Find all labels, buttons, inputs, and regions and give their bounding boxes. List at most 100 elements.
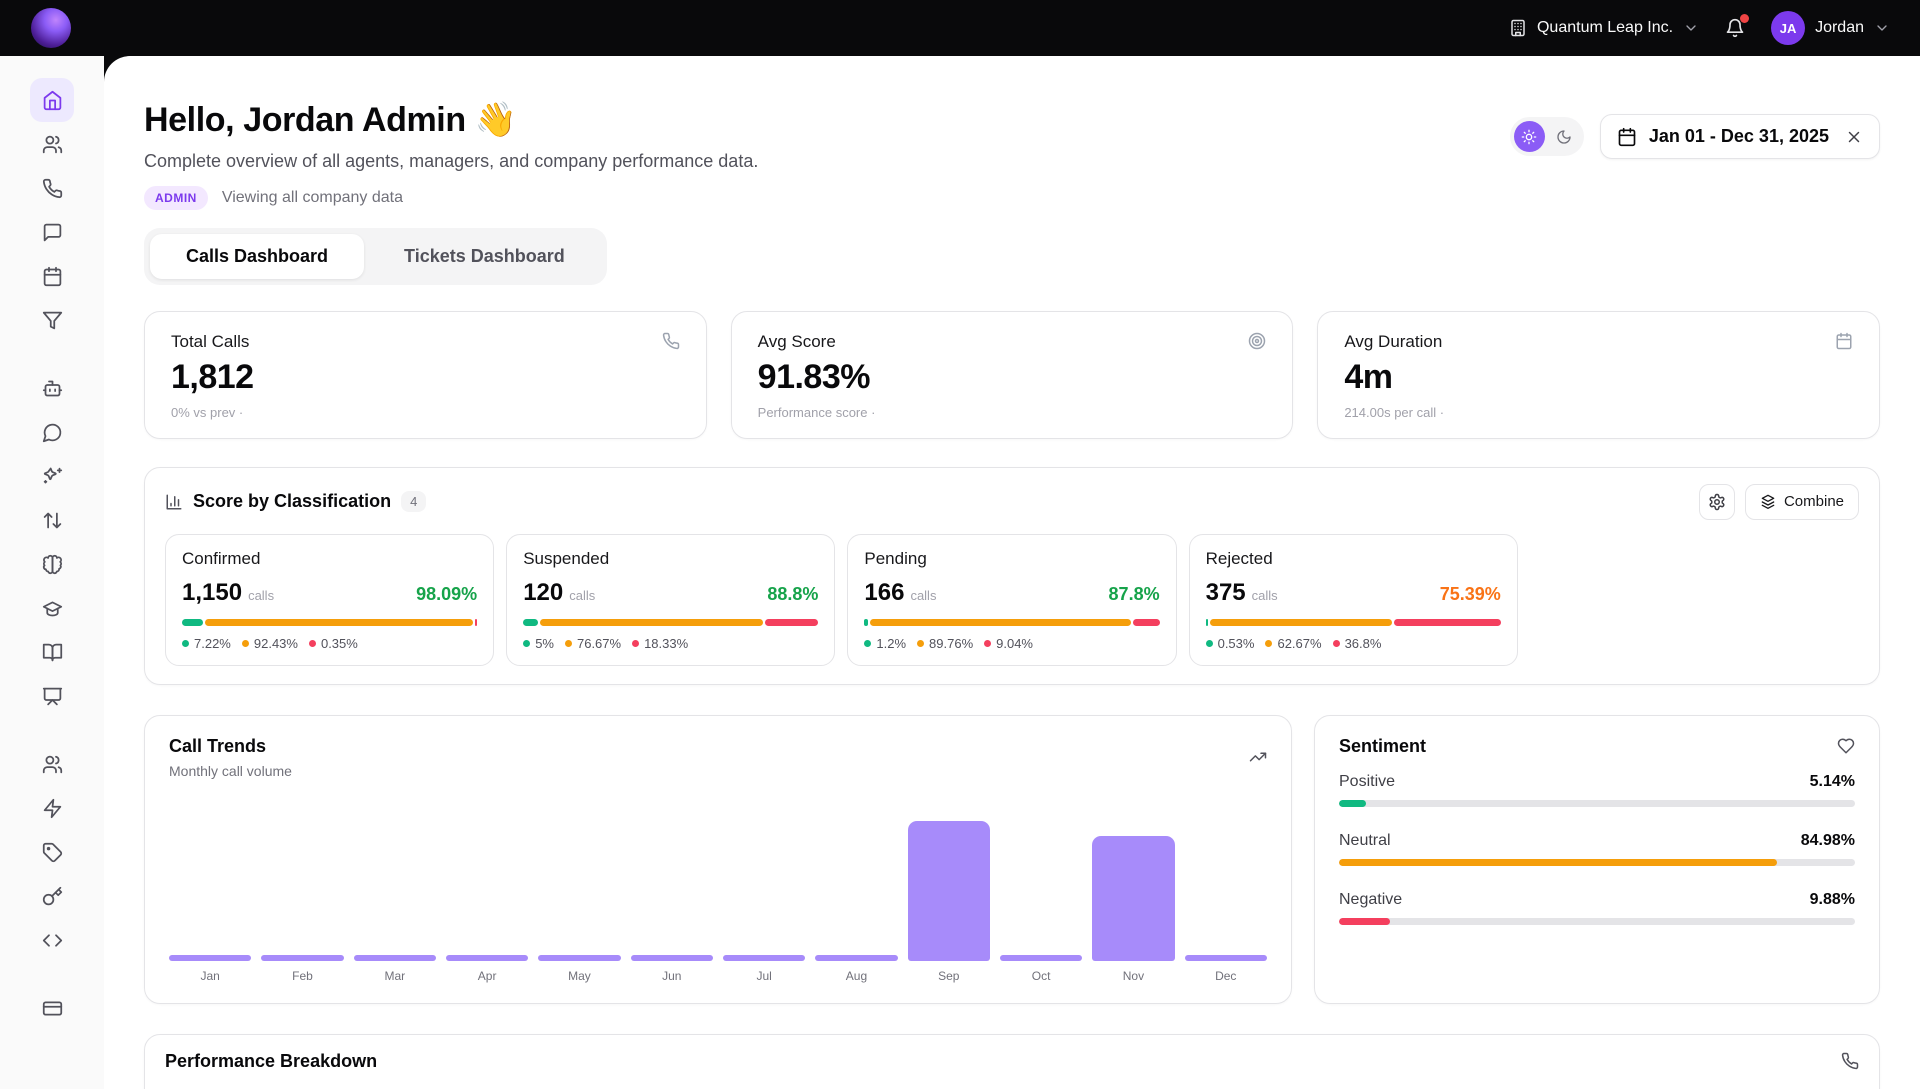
classification-card-rejected[interactable]: Rejected 375 calls 75.39% 0.53% 62.67% 36.8% (1188, 533, 1518, 666)
scope-note: Viewing all company data (221, 188, 403, 206)
classification-score: 75.39% (1439, 583, 1501, 604)
legend-dot (182, 639, 189, 647)
sidebar-item-home[interactable] (30, 78, 74, 122)
classification-card-pending[interactable]: Pending 166 calls 87.8% 1.2% 89.76% 9.04% (847, 533, 1177, 666)
user-menu[interactable]: JA Jordan (1771, 11, 1890, 45)
sidebar-item-automations[interactable] (30, 786, 74, 830)
trend-bar[interactable] (815, 954, 898, 961)
sidebar-item-training[interactable] (30, 586, 74, 630)
sidebar-item-schedule[interactable] (30, 254, 74, 298)
sidebar-item-reports[interactable] (30, 674, 74, 718)
legend-value: 18.33% (644, 635, 689, 651)
calendar-icon (1617, 127, 1637, 147)
dark-mode-button[interactable] (1549, 121, 1580, 152)
home-icon (42, 90, 63, 111)
sidebar-item-api-keys[interactable] (30, 874, 74, 918)
stat-label: Avg Score (757, 331, 836, 351)
wave-emoji: 👋 (474, 101, 517, 139)
month-label: May (568, 968, 591, 983)
phone-icon (42, 178, 63, 199)
gear-icon (1708, 493, 1726, 511)
app-logo[interactable] (31, 8, 71, 48)
trend-column-oct: Oct (999, 795, 1083, 983)
sidebar-item-filters[interactable] (30, 298, 74, 342)
calls-unit: calls (248, 587, 275, 603)
trend-bar[interactable] (630, 954, 713, 961)
sentiment-value: 84.98% (1800, 831, 1855, 849)
sidebar-item-intelligence[interactable] (30, 542, 74, 586)
classification-count-badge: 4 (401, 491, 427, 513)
trend-column-jan: Jan (169, 795, 252, 983)
trend-bar[interactable] (445, 954, 529, 961)
sentiment-value: 9.88% (1809, 890, 1855, 908)
classification-card-confirmed[interactable]: Confirmed 1,150 calls 98.09% 7.22% 92.43% 0.35… (165, 533, 495, 666)
trend-bar[interactable] (1184, 954, 1267, 961)
trend-bar[interactable] (261, 954, 344, 961)
sidebar-item-chats[interactable] (30, 210, 74, 254)
trend-bar[interactable] (1092, 835, 1175, 961)
filter-icon (42, 310, 63, 331)
avatar: JA (1771, 11, 1806, 45)
score-by-classification-section: Score by Classification 4 Combine Confir… (144, 466, 1880, 685)
sidebar-item-billing[interactable] (30, 986, 74, 1030)
classification-score: 88.8% (767, 583, 819, 604)
trend-bar[interactable] (722, 954, 806, 961)
light-mode-button[interactable] (1513, 121, 1545, 152)
trend-bar[interactable] (538, 954, 621, 961)
sidebar-item-insights[interactable] (30, 454, 74, 498)
classification-card-suspended[interactable]: Suspended 120 calls 88.8% 5% 76.67% 18.33% (506, 533, 836, 666)
phone-icon (662, 332, 680, 350)
tab-calls-dashboard[interactable]: Calls Dashboard (150, 233, 365, 279)
sidebar-item-transfers[interactable] (30, 498, 74, 542)
company-selector[interactable]: Quantum Leap Inc. (1509, 19, 1699, 37)
legend-value: 7.22% (194, 635, 231, 651)
sidebar-item-user-management[interactable] (30, 742, 74, 786)
chevron-down-icon (1683, 20, 1699, 36)
month-label: Feb (292, 968, 313, 983)
trend-column-nov: Nov (1092, 795, 1175, 983)
sidebar-item-tags[interactable] (30, 830, 74, 874)
classification-score: 98.09% (416, 583, 478, 604)
sidebar-item-conversations[interactable] (30, 410, 74, 454)
month-label: Jun (662, 968, 682, 983)
calls-unit: calls (1251, 587, 1278, 603)
calls-unit: calls (569, 587, 596, 603)
sidebar-item-developer[interactable] (30, 918, 74, 962)
sentiment-row-positive: Positive 5.14% (1339, 773, 1855, 807)
legend-value: 1.2% (876, 635, 907, 651)
sidebar-item-knowledge-base[interactable] (30, 630, 74, 674)
trend-bar[interactable] (353, 954, 436, 961)
notifications-button[interactable] (1725, 14, 1750, 38)
charts-row: Call Trends Monthly call volume Jan Feb Ma… (144, 714, 1880, 1004)
classification-settings-button[interactable] (1698, 483, 1735, 520)
call-trends-chart: Jan Feb Mar Apr May Jun Jul Aug Sep Oct Nov Dec (169, 795, 1267, 983)
tab-tickets-dashboard[interactable]: Tickets Dashboard (368, 234, 601, 279)
sidebar-item-ai-assistant[interactable] (30, 366, 74, 410)
legend-value: 92.43% (253, 635, 298, 651)
month-label: Aug (845, 968, 868, 983)
stat-value: 4m (1344, 357, 1393, 396)
sidebar-item-calls[interactable] (30, 166, 74, 210)
combine-button[interactable]: Combine (1744, 483, 1859, 520)
legend-dot (632, 639, 640, 647)
stat-label: Total Calls (171, 331, 250, 351)
stat-value: 91.83% (757, 357, 871, 396)
sentiment-row-negative: Negative 9.88% (1339, 891, 1855, 925)
trend-bar[interactable] (169, 954, 252, 961)
heart-icon (1837, 737, 1855, 755)
trend-bar[interactable] (999, 954, 1083, 961)
sidebar-item-agents[interactable] (30, 122, 74, 166)
sentiment-label: Neutral (1339, 831, 1391, 849)
classification-legend: 1.2% 89.76% 9.04% (864, 636, 1159, 651)
credit-card-icon (42, 998, 63, 1019)
trend-column-jul: Jul (722, 795, 806, 983)
legend-dot (523, 639, 531, 647)
clear-date-button[interactable] (1845, 128, 1863, 146)
chevron-down-icon (1874, 20, 1890, 36)
date-range-picker[interactable]: Jan 01 - Dec 31, 2025 (1599, 114, 1880, 159)
topbar: Quantum Leap Inc. JA Jordan (0, 0, 1920, 56)
trend-bar[interactable] (907, 820, 990, 961)
page-title: Hello, Jordan Admin 👋 (144, 101, 517, 139)
performance-title: Performance Breakdown (165, 1050, 378, 1071)
stat-label: Avg Duration (1344, 331, 1443, 351)
